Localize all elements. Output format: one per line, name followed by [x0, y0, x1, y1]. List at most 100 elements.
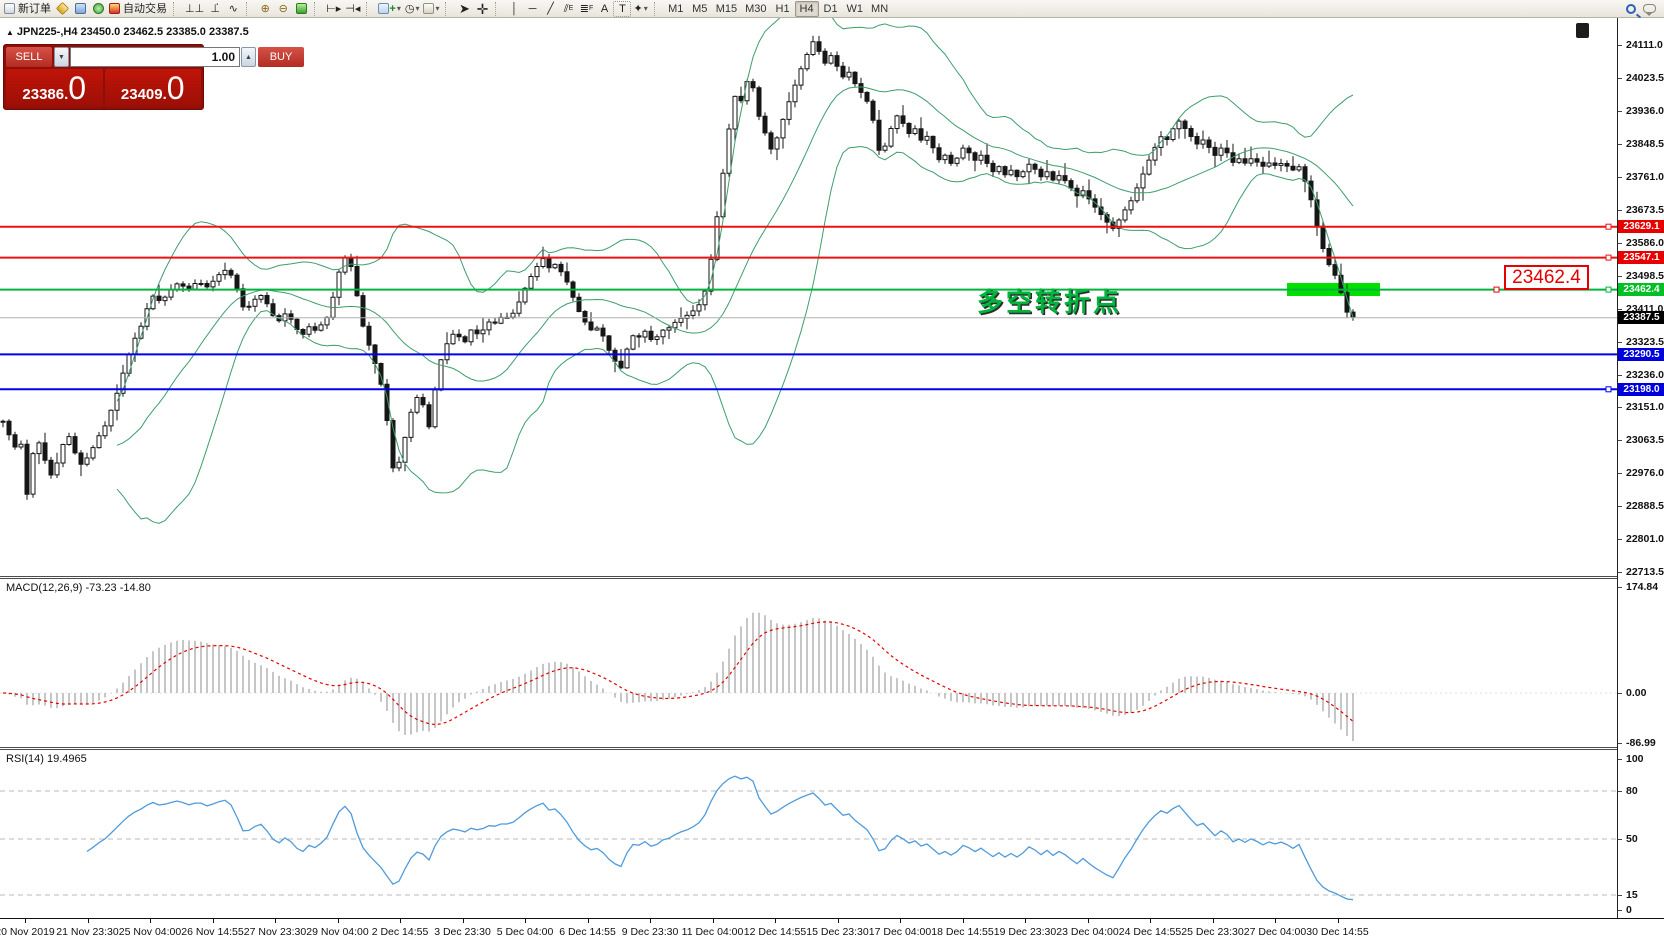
line-anchor-handle[interactable]	[1605, 223, 1612, 230]
timeframe-button-w1[interactable]: W1	[846, 2, 864, 15]
timeframe-button-m5[interactable]: M5	[692, 2, 708, 15]
templates-button[interactable]: ▾	[421, 1, 441, 17]
price-tick	[1618, 539, 1622, 540]
price-tick-label: 24111.0	[1626, 39, 1663, 51]
cursor-tool-button[interactable]: ➤	[459, 0, 470, 16]
symbol-search-button[interactable]	[1622, 1, 1640, 17]
time-axis-label: 6 Dec 14:55	[559, 926, 616, 938]
rsi-axis-label: 100	[1626, 753, 1644, 765]
timeframe-button-h1[interactable]: H1	[775, 2, 790, 15]
auto-trading-icon	[109, 3, 120, 14]
toolbar-separator	[653, 1, 661, 16]
auto-scroll-button[interactable]: ⊣◂	[345, 2, 361, 15]
price-tick	[1618, 111, 1622, 112]
toolbar-separator	[314, 1, 321, 16]
toolbar-separator	[246, 1, 253, 16]
zoom-in-button[interactable]: ⊕	[260, 2, 270, 15]
rsi-axis-label: 80	[1626, 785, 1638, 797]
volume-input[interactable]	[70, 47, 240, 67]
turning-point-annotation[interactable]: 多空转折点	[977, 287, 1123, 317]
timeframe-button-d1[interactable]: D1	[823, 2, 838, 15]
auto-trading-button[interactable]: 自动交易	[107, 1, 169, 17]
time-tick	[275, 919, 276, 923]
panel-splitter[interactable]	[0, 747, 1664, 750]
tile-windows-button[interactable]	[292, 1, 310, 17]
line-anchor-handle[interactable]	[1605, 254, 1612, 261]
volume-decrease-button[interactable]: ▼	[54, 47, 69, 67]
add-indicator-button[interactable]: + ▾	[376, 1, 402, 17]
price-tick-label: 23236.0	[1626, 369, 1664, 381]
price-axis[interactable]: 24111.0 24023.5 23936.0 23848.5 23761.0 …	[1617, 18, 1664, 918]
text-label-tool[interactable]: T	[613, 0, 632, 17]
time-axis-label: 12 Dec 14:55	[743, 926, 807, 938]
chat-icon	[1642, 4, 1656, 16]
price-callout-label[interactable]: 23462.4	[1504, 265, 1589, 290]
rsi-panel[interactable]: RSI(14) 19.4965	[0, 750, 1617, 918]
line-anchor-handle[interactable]	[1605, 286, 1612, 293]
rsi-axis-tick	[1618, 791, 1622, 792]
time-tick	[587, 919, 589, 923]
zoom-out-button[interactable]: ⊖	[278, 2, 288, 15]
buy-price-button[interactable]: 23409. 0	[104, 69, 201, 107]
time-axis-label: 11 Dec 04:00	[681, 926, 744, 938]
chart-shift-button[interactable]: ⊢▸	[326, 2, 342, 15]
rsi-axis-tick	[1618, 839, 1622, 840]
crosshair-tool-button[interactable]: ✛	[476, 0, 489, 17]
vertical-line-tool[interactable]: │	[511, 2, 518, 15]
chat-button[interactable]	[1640, 1, 1658, 17]
time-tick	[1275, 919, 1276, 923]
sell-button[interactable]: SELL	[6, 47, 52, 67]
main-chart-canvas[interactable]	[0, 18, 1617, 576]
market-watch-button[interactable]	[53, 1, 71, 17]
buy-button[interactable]: BUY	[258, 47, 304, 67]
macd-axis-tick	[1618, 743, 1622, 744]
new-order-button[interactable]: 新订单	[2, 1, 53, 17]
data-window-button[interactable]	[71, 1, 89, 17]
timeframe-button-h4[interactable]: H4	[794, 0, 819, 17]
horizontal-line-tool[interactable]: ─	[528, 2, 537, 15]
price-tick	[1618, 210, 1622, 211]
arrows-tool[interactable]: ✦ ▾	[633, 2, 648, 15]
macd-axis-label: 0.00	[1626, 687, 1647, 699]
signal-icon	[92, 3, 104, 14]
candle-chart-button[interactable]: ⊥̇	[210, 2, 220, 15]
text-tool[interactable]: A	[600, 2, 609, 15]
callout-anchor-handle[interactable]	[1493, 286, 1500, 293]
channel-tool[interactable]: ⫽ E	[563, 2, 574, 15]
timeframe-button-m15[interactable]: M15	[715, 2, 738, 15]
time-axis-label: 26 Nov 14:55	[181, 926, 244, 938]
time-axis-label: 30 Dec 14:55	[1306, 926, 1369, 938]
toolbar-separator	[173, 1, 180, 16]
rsi-canvas	[0, 775, 1617, 901]
fibonacci-tool[interactable]: ≣ F	[579, 2, 594, 15]
macd-axis-label: 174.84	[1626, 581, 1659, 593]
timeframe-toolbar: M1 M5 M15 M30 H1 H4 D1 W1 MN	[664, 0, 892, 18]
bar-chart-button[interactable]: ⊥⊥	[185, 2, 205, 15]
price-tick	[1618, 78, 1622, 79]
price-tick	[1618, 144, 1622, 145]
macd-axis-tick	[1618, 693, 1622, 694]
line-anchor-handle[interactable]	[1605, 386, 1612, 393]
price-tick-label: 22713.5	[1626, 566, 1664, 578]
panel-splitter[interactable]	[0, 576, 1664, 579]
line-chart-button[interactable]: ∿	[228, 2, 238, 15]
trendline-tool[interactable]: ╱	[547, 2, 554, 15]
periods-button[interactable]: ◷ ▾	[404, 2, 420, 15]
timeframe-button-mn[interactable]: MN	[871, 2, 889, 15]
macd-histogram	[8, 612, 1354, 741]
time-axis-label: 3 Dec 23:30	[434, 926, 491, 938]
sell-price-button[interactable]: 23386. 0	[6, 69, 103, 107]
auto-trading-label: 自动交易	[123, 2, 167, 15]
timeframe-button-m30[interactable]: M30	[745, 2, 767, 15]
signals-button[interactable]	[89, 1, 107, 17]
main-chart-panel[interactable]	[0, 18, 1617, 576]
volume-increase-button[interactable]: ▲	[241, 47, 256, 67]
time-axis[interactable]: 20 Nov 2019 21 Nov 23:30 25 Nov 04:00 26…	[0, 918, 1664, 946]
timeframe-button-m1[interactable]: M1	[668, 2, 684, 15]
symbol-ohlc-info: ▲ JPN225-,H4 23450.0 23462.5 23385.0 2338…	[6, 26, 249, 38]
collapse-triangle-icon[interactable]: ▲	[6, 28, 14, 37]
price-tick	[1618, 572, 1622, 573]
time-tick	[150, 919, 151, 923]
macd-panel[interactable]: MACD(12,26,9) -73.23 -14.80	[0, 579, 1617, 747]
time-tick	[87, 919, 89, 923]
